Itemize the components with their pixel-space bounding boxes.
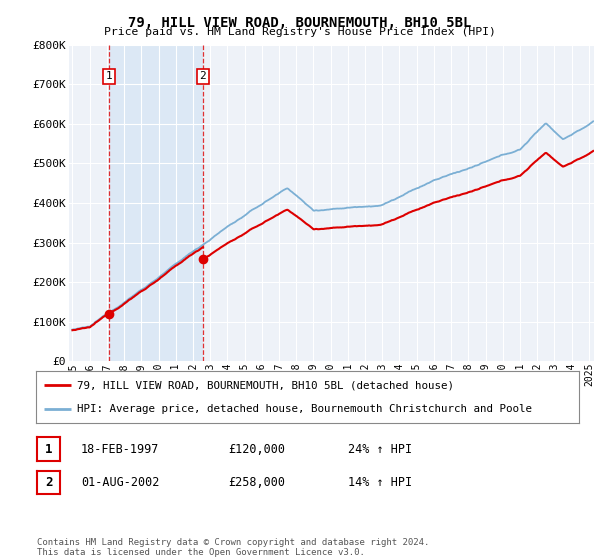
- Text: 79, HILL VIEW ROAD, BOURNEMOUTH, BH10 5BL: 79, HILL VIEW ROAD, BOURNEMOUTH, BH10 5B…: [128, 16, 472, 30]
- Text: 01-AUG-2002: 01-AUG-2002: [81, 476, 160, 489]
- Text: 2: 2: [45, 476, 52, 489]
- Text: 2: 2: [200, 72, 206, 81]
- Text: 1: 1: [45, 442, 52, 456]
- Text: 24% ↑ HPI: 24% ↑ HPI: [348, 442, 412, 456]
- Text: 79, HILL VIEW ROAD, BOURNEMOUTH, BH10 5BL (detached house): 79, HILL VIEW ROAD, BOURNEMOUTH, BH10 5B…: [77, 380, 454, 390]
- Text: HPI: Average price, detached house, Bournemouth Christchurch and Poole: HPI: Average price, detached house, Bour…: [77, 404, 532, 414]
- Text: 18-FEB-1997: 18-FEB-1997: [81, 442, 160, 456]
- Bar: [109, 45, 203, 361]
- Text: 14% ↑ HPI: 14% ↑ HPI: [348, 476, 412, 489]
- Text: 1: 1: [106, 72, 112, 81]
- Text: Contains HM Land Registry data © Crown copyright and database right 2024.
This d: Contains HM Land Registry data © Crown c…: [37, 538, 430, 557]
- Text: £120,000: £120,000: [228, 442, 285, 456]
- Text: Price paid vs. HM Land Registry's House Price Index (HPI): Price paid vs. HM Land Registry's House …: [104, 27, 496, 37]
- Text: £258,000: £258,000: [228, 476, 285, 489]
